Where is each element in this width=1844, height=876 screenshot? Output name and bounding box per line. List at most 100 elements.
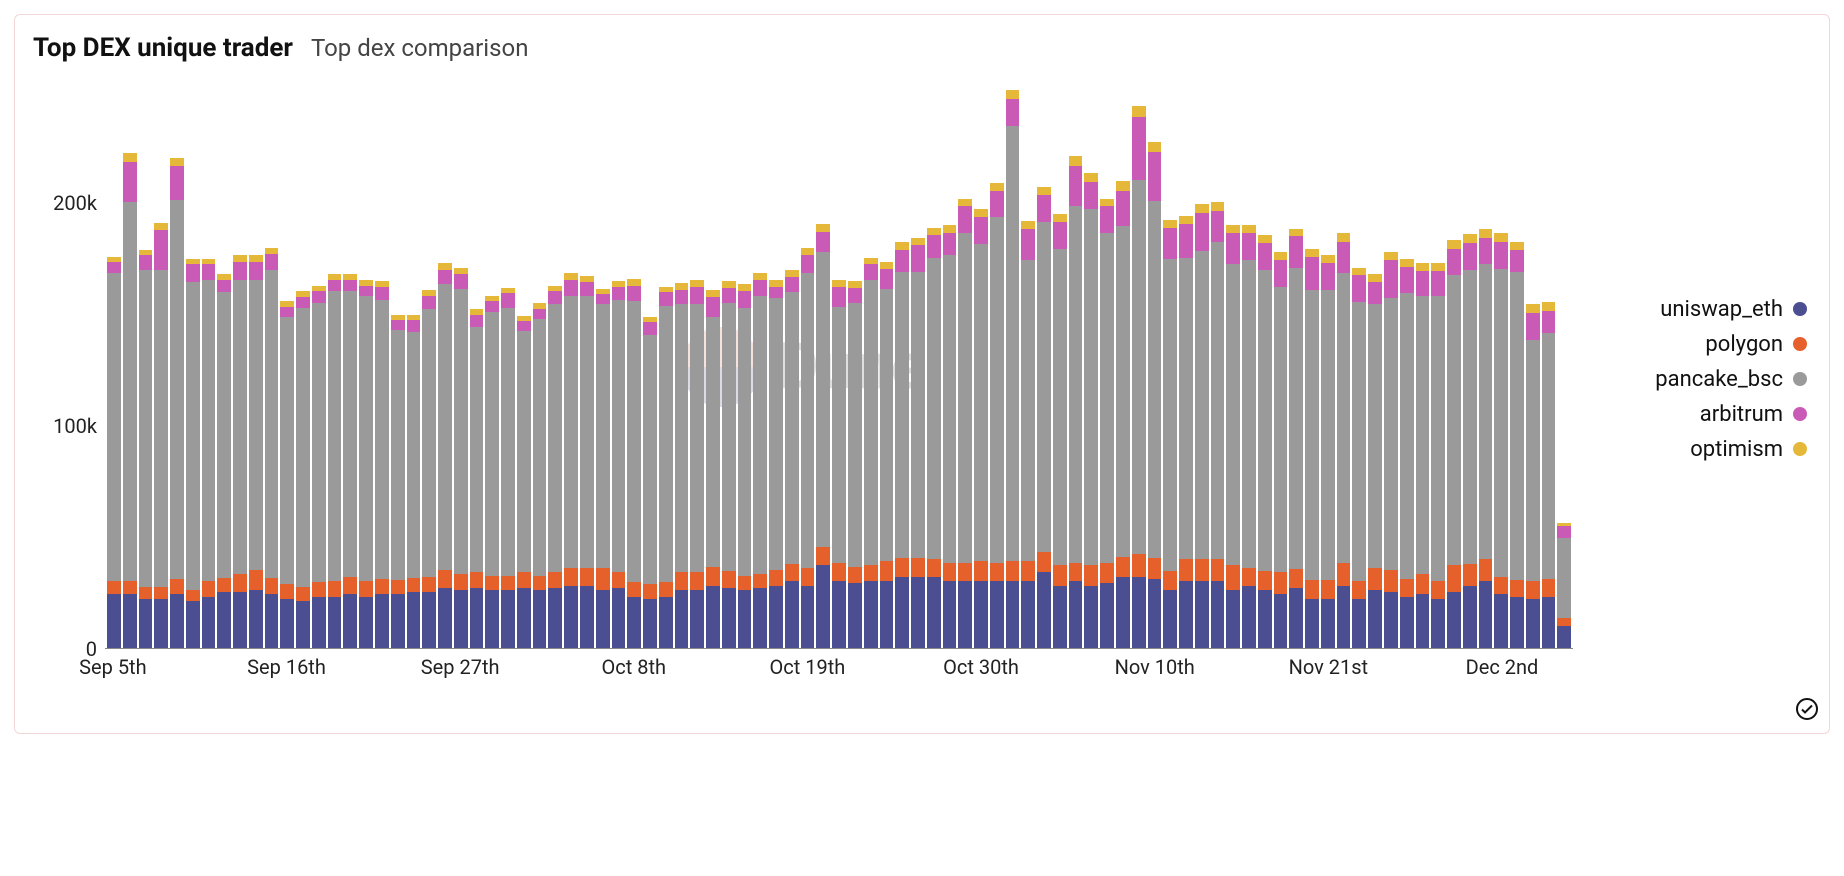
bar[interactable] [816,224,830,648]
legend-item-polygon[interactable]: polygon [1705,332,1807,357]
bar[interactable] [1037,187,1051,648]
bar[interactable] [895,242,909,648]
bar[interactable] [422,290,436,648]
bar[interactable] [1211,202,1225,648]
bar[interactable] [1179,216,1193,648]
bar[interactable] [375,281,389,648]
legend-item-uniswap_eth[interactable]: uniswap_eth [1660,297,1807,322]
bar[interactable] [202,259,216,648]
bar[interactable] [990,183,1004,648]
bar[interactable] [1510,242,1524,648]
bar[interactable] [1305,249,1319,648]
bar[interactable] [769,280,783,648]
bar[interactable] [1463,234,1477,648]
bar[interactable] [1258,235,1272,648]
bar[interactable] [1337,233,1351,648]
bar[interactable] [359,280,373,648]
bar[interactable] [1053,214,1067,648]
bar[interactable] [722,281,736,648]
bar[interactable] [1447,240,1461,648]
bar[interactable] [1352,268,1366,648]
bar[interactable] [123,153,137,648]
bar[interactable] [880,262,894,648]
bar[interactable] [391,315,405,648]
bar[interactable] [1148,142,1162,648]
bar[interactable] [738,284,752,648]
bar[interactable] [1274,252,1288,648]
bar[interactable] [1494,233,1508,648]
bar[interactable] [170,158,184,648]
bar[interactable] [1100,199,1114,648]
bar[interactable] [1069,156,1083,648]
bar[interactable] [1384,252,1398,648]
bar-segment-uniswap_eth [1274,594,1288,648]
bar[interactable] [1416,263,1430,648]
legend-item-pancake_bsc[interactable]: pancake_bsc [1655,367,1807,392]
bar[interactable] [517,316,531,648]
bar[interactable] [217,274,231,648]
bar[interactable] [801,248,815,648]
bar[interactable] [1116,181,1130,648]
bar[interactable] [612,281,626,648]
bar[interactable] [1226,225,1240,648]
bar[interactable] [186,259,200,648]
bar[interactable] [864,258,878,648]
bar[interactable] [1195,204,1209,648]
bar[interactable] [943,225,957,648]
bar[interactable] [454,268,468,648]
bar[interactable] [328,274,342,648]
bar[interactable] [280,301,294,648]
bar[interactable] [107,257,121,648]
bar[interactable] [407,315,421,648]
bar[interactable] [1163,220,1177,648]
bar[interactable] [643,317,657,648]
legend-item-arbitrum[interactable]: arbitrum [1700,402,1807,427]
bar[interactable] [1557,523,1571,648]
bar[interactable] [249,255,263,648]
bar[interactable] [848,281,862,648]
bar[interactable] [927,228,941,648]
bar[interactable] [233,255,247,648]
bar[interactable] [675,283,689,648]
bar[interactable] [343,274,357,648]
bar[interactable] [154,223,168,648]
bar[interactable] [139,250,153,648]
bar[interactable] [470,309,484,648]
bar[interactable] [1368,274,1382,648]
bar[interactable] [1289,229,1303,648]
bar[interactable] [1084,173,1098,648]
bar[interactable] [958,199,972,648]
bar[interactable] [533,303,547,648]
bar[interactable] [1021,221,1035,648]
bar[interactable] [596,289,610,648]
bar[interactable] [265,248,279,648]
bar[interactable] [627,279,641,648]
legend-item-optimism[interactable]: optimism [1690,437,1807,462]
bar[interactable] [1321,255,1335,648]
bar[interactable] [580,276,594,649]
bar[interactable] [1479,229,1493,648]
bar[interactable] [296,291,310,648]
bar[interactable] [438,263,452,648]
bar[interactable] [706,290,720,648]
bar[interactable] [753,273,767,648]
bar[interactable] [312,286,326,648]
bar[interactable] [1242,225,1256,648]
bar[interactable] [1006,90,1020,648]
bar[interactable] [785,270,799,648]
bar[interactable] [690,280,704,648]
bar[interactable] [832,280,846,648]
bar[interactable] [1542,302,1556,648]
bar[interactable] [564,273,578,648]
bar-segment-optimism [154,223,168,230]
bar[interactable] [974,209,988,648]
bar[interactable] [1431,263,1445,648]
bar[interactable] [501,288,515,648]
bar[interactable] [485,296,499,648]
bar[interactable] [1526,304,1540,648]
bar[interactable] [548,286,562,648]
bar[interactable] [659,287,673,648]
bar[interactable] [1132,106,1146,648]
bar[interactable] [1400,259,1414,648]
bar[interactable] [911,238,925,648]
